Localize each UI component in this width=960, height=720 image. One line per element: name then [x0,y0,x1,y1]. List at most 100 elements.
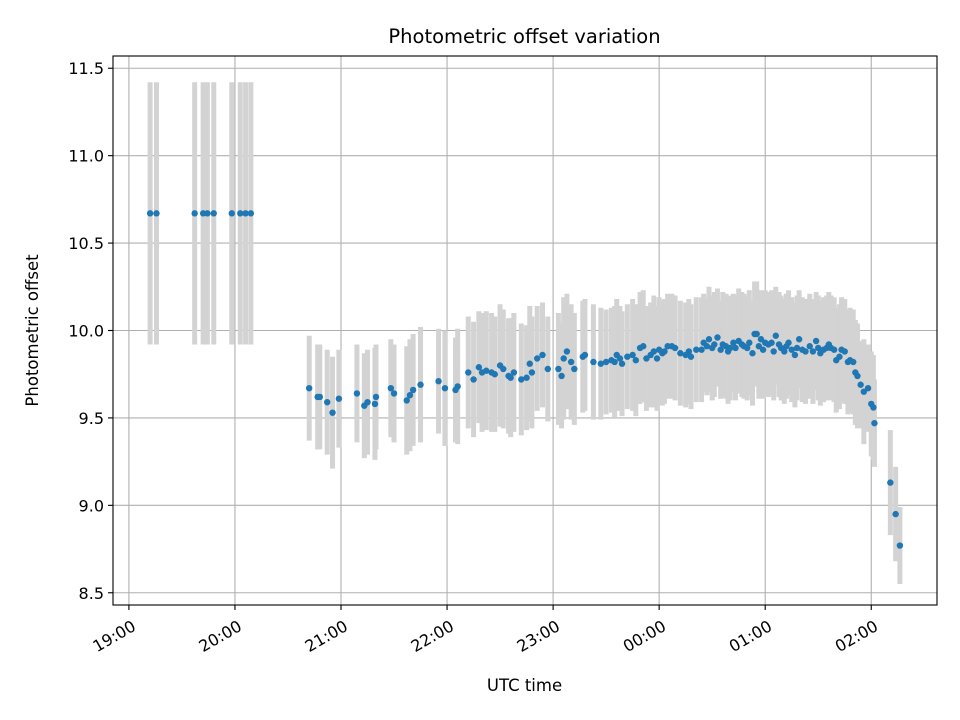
data-point [329,409,336,416]
data-point [242,210,249,217]
data-point [788,346,795,353]
data-point [387,384,395,392]
data-points [146,210,904,549]
data-point [770,348,777,355]
data-point [324,398,331,406]
data-point [409,386,417,394]
data-point [753,330,760,338]
y-axis-ticks: 8.5 9.0 9.5 10.0 10.5 11.0 11.5 [68,59,113,603]
data-point [364,398,371,406]
data-point [335,395,343,402]
data-point [191,210,198,217]
data-point [841,348,848,355]
data-point [555,365,562,373]
data-point [795,336,803,343]
data-point [518,376,525,383]
data-point [892,510,899,518]
data-point [677,350,684,357]
data-point [616,355,624,362]
data-point [705,336,713,343]
data-point [755,343,763,350]
data-point [371,400,379,408]
data-point [475,364,483,371]
data-point [830,346,838,353]
data-point [730,339,737,346]
data-point [768,339,775,346]
data-point [560,355,567,362]
data-point [390,390,398,397]
y-tick-label: 9.5 [79,409,104,428]
data-point [618,360,626,367]
data-point [544,365,552,373]
data-point [809,348,817,355]
chart-title: Photometric offset variation [388,25,660,48]
y-tick-label: 8.5 [79,584,104,603]
data-point [650,348,658,355]
data-point [632,357,640,364]
data-point [611,358,618,366]
data-point [507,374,514,381]
data-point [791,351,799,359]
data-point [146,210,154,217]
data-point [590,358,597,366]
data-point [870,404,877,411]
data-point [806,343,813,350]
data-point [247,210,255,217]
data-point [526,360,533,367]
data-point [685,348,693,355]
data-point [896,542,904,549]
data-point [743,344,751,352]
data-point [454,383,461,390]
data-point [772,332,780,339]
data-point [714,334,721,341]
data-point [703,343,711,350]
y-tick-label: 11.5 [68,59,104,78]
data-point [353,390,361,397]
data-point [698,346,705,353]
data-point [860,388,868,395]
data-point [539,351,546,359]
data-point [210,210,217,217]
data-point [887,479,894,486]
data-point [746,339,753,346]
data-point [228,210,235,217]
data-point [567,358,575,366]
data-point [812,337,820,345]
y-tick-label: 9.0 [79,496,104,515]
data-point [510,369,518,376]
data-point [465,369,472,376]
data-point [727,344,734,352]
data-point [435,378,442,385]
data-point [417,381,424,388]
data-point [624,353,631,360]
data-point [571,365,578,373]
data-point [653,355,661,362]
data-point [836,353,843,360]
data-point [749,350,756,357]
x-axis-label: UTC time [487,676,562,695]
data-point [640,343,647,350]
data-point [602,358,610,366]
data-point [871,419,878,427]
data-point [864,384,872,392]
data-point [441,384,449,392]
data-point [523,374,530,381]
data-point [558,372,565,380]
data-point [563,348,571,355]
y-tick-label: 11.0 [68,147,104,166]
data-point [671,344,679,352]
data-point [732,344,739,352]
data-point [153,210,160,217]
data-point [850,358,857,366]
data-point [470,376,477,383]
data-point [483,367,490,374]
data-point [533,355,541,362]
data-point [372,393,380,401]
data-point [406,391,414,399]
y-tick-label: 10.0 [68,322,104,341]
data-point [237,210,244,217]
data-point [528,369,536,376]
data-point [643,355,650,362]
data-point [687,353,695,360]
